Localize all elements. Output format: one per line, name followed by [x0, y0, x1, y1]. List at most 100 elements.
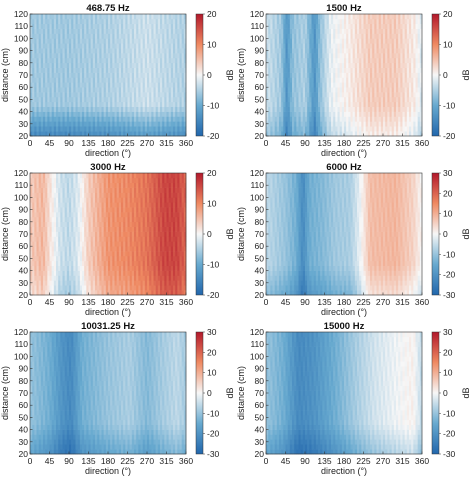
heatmap-cell: [168, 101, 172, 108]
heatmap-cell: [58, 202, 61, 208]
heatmap-cell: [361, 126, 364, 132]
heatmap-cell: [45, 33, 48, 39]
heatmap-cell: [103, 173, 107, 179]
heatmap-cell: [393, 18, 397, 25]
heatmap-cell: [34, 275, 37, 281]
heatmap-cell: [62, 226, 65, 232]
heatmap-cell: [73, 231, 76, 237]
heatmap-cell: [322, 18, 325, 25]
heatmap-cell: [276, 38, 280, 44]
heatmap-cell: [175, 48, 178, 54]
heatmap-cell: [125, 62, 128, 68]
heatmap-cell: [51, 106, 55, 112]
heatmap-cell: [97, 241, 100, 247]
heatmap-cell: [419, 77, 423, 83]
heatmap-cell: [294, 87, 297, 93]
heatmap-cell: [281, 62, 284, 68]
heatmap-cell: [419, 111, 423, 117]
heatmap-cell: [71, 23, 74, 29]
heatmap-cell: [53, 285, 57, 291]
heatmap-cell: [86, 96, 89, 103]
heatmap-cell: [51, 226, 55, 232]
heatmap-cell: [84, 182, 87, 188]
heatmap-cell: [60, 275, 63, 281]
heatmap-cell: [372, 62, 375, 68]
heatmap-cell: [274, 77, 278, 83]
heatmap-cell: [348, 106, 351, 112]
heatmap-cell: [108, 23, 111, 29]
heatmap-cell: [266, 77, 269, 83]
heatmap-cell: [38, 92, 42, 98]
heatmap-cell: [64, 38, 68, 44]
heatmap-cell: [66, 77, 70, 83]
heatmap-cell: [136, 212, 139, 218]
heatmap-cell: [101, 126, 104, 132]
heatmap-cell: [359, 106, 362, 112]
heatmap-cell: [101, 231, 104, 237]
heatmap-cell: [66, 57, 70, 64]
heatmap-cell: [380, 111, 384, 117]
heatmap-cell: [393, 92, 397, 98]
heatmap-cell: [400, 72, 403, 78]
heatmap-cell: [300, 53, 304, 59]
heatmap-cell: [125, 106, 128, 112]
heatmap-cell: [82, 270, 85, 276]
heatmap-cell: [283, 72, 286, 78]
heatmap-cell: [77, 265, 81, 271]
heatmap-cell: [361, 87, 364, 93]
heatmap-cell: [298, 121, 301, 127]
heatmap-cell: [274, 67, 278, 73]
heatmap-cell: [64, 87, 68, 93]
heatmap-cell: [51, 280, 55, 286]
heatmap-cell: [331, 43, 334, 49]
heatmap-cell: [300, 116, 304, 122]
heatmap-cell: [127, 67, 130, 73]
heatmap-cell: [66, 38, 70, 44]
heatmap-cell: [389, 33, 392, 39]
heatmap-cell: [279, 28, 282, 34]
heatmap-cell: [138, 275, 141, 281]
heatmap-cell: [30, 57, 33, 64]
heatmap-cell: [378, 53, 382, 59]
heatmap-cell: [348, 38, 351, 44]
heatmap-cell: [357, 96, 360, 103]
heatmap-cell: [43, 265, 46, 271]
heatmap-cell: [66, 23, 70, 29]
heatmap-cell: [344, 18, 347, 25]
heatmap-cell: [38, 43, 42, 49]
heatmap-cell: [387, 126, 390, 132]
heatmap-cell: [324, 57, 327, 64]
heatmap-cell: [270, 131, 273, 137]
heatmap-cell: [79, 72, 83, 78]
heatmap-cell: [339, 106, 343, 112]
heatmap-cell: [110, 18, 113, 25]
heatmap-cell: [173, 72, 176, 78]
heatmap-cell: [136, 62, 139, 68]
heatmap-cell: [90, 28, 94, 34]
heatmap-cell: [77, 121, 81, 127]
heatmap-cell: [147, 131, 150, 137]
heatmap-cell: [322, 33, 325, 39]
heatmap-cell: [270, 23, 273, 29]
heatmap-cell: [88, 62, 91, 68]
heatmap-cell: [393, 53, 397, 59]
heatmap-cell: [283, 87, 286, 93]
heatmap-cell: [270, 28, 273, 34]
heatmap-cell: [147, 92, 150, 98]
heatmap-cell: [391, 96, 395, 103]
heatmap-cell: [56, 57, 59, 64]
heatmap-cell: [66, 116, 70, 122]
heatmap-cell: [307, 126, 310, 132]
heatmap-cell: [283, 82, 286, 88]
heatmap-cell: [164, 77, 167, 83]
heatmap-cell: [337, 43, 340, 49]
heatmap-cell: [121, 87, 124, 93]
heatmap-cell: [134, 92, 137, 98]
heatmap-cell: [69, 177, 72, 184]
heatmap-cell: [103, 260, 107, 267]
heatmap-cell: [370, 131, 373, 137]
heatmap-cell: [300, 48, 304, 54]
heatmap-cell: [129, 173, 133, 179]
heatmap-cell: [38, 23, 42, 29]
heatmap-cell: [173, 23, 176, 29]
